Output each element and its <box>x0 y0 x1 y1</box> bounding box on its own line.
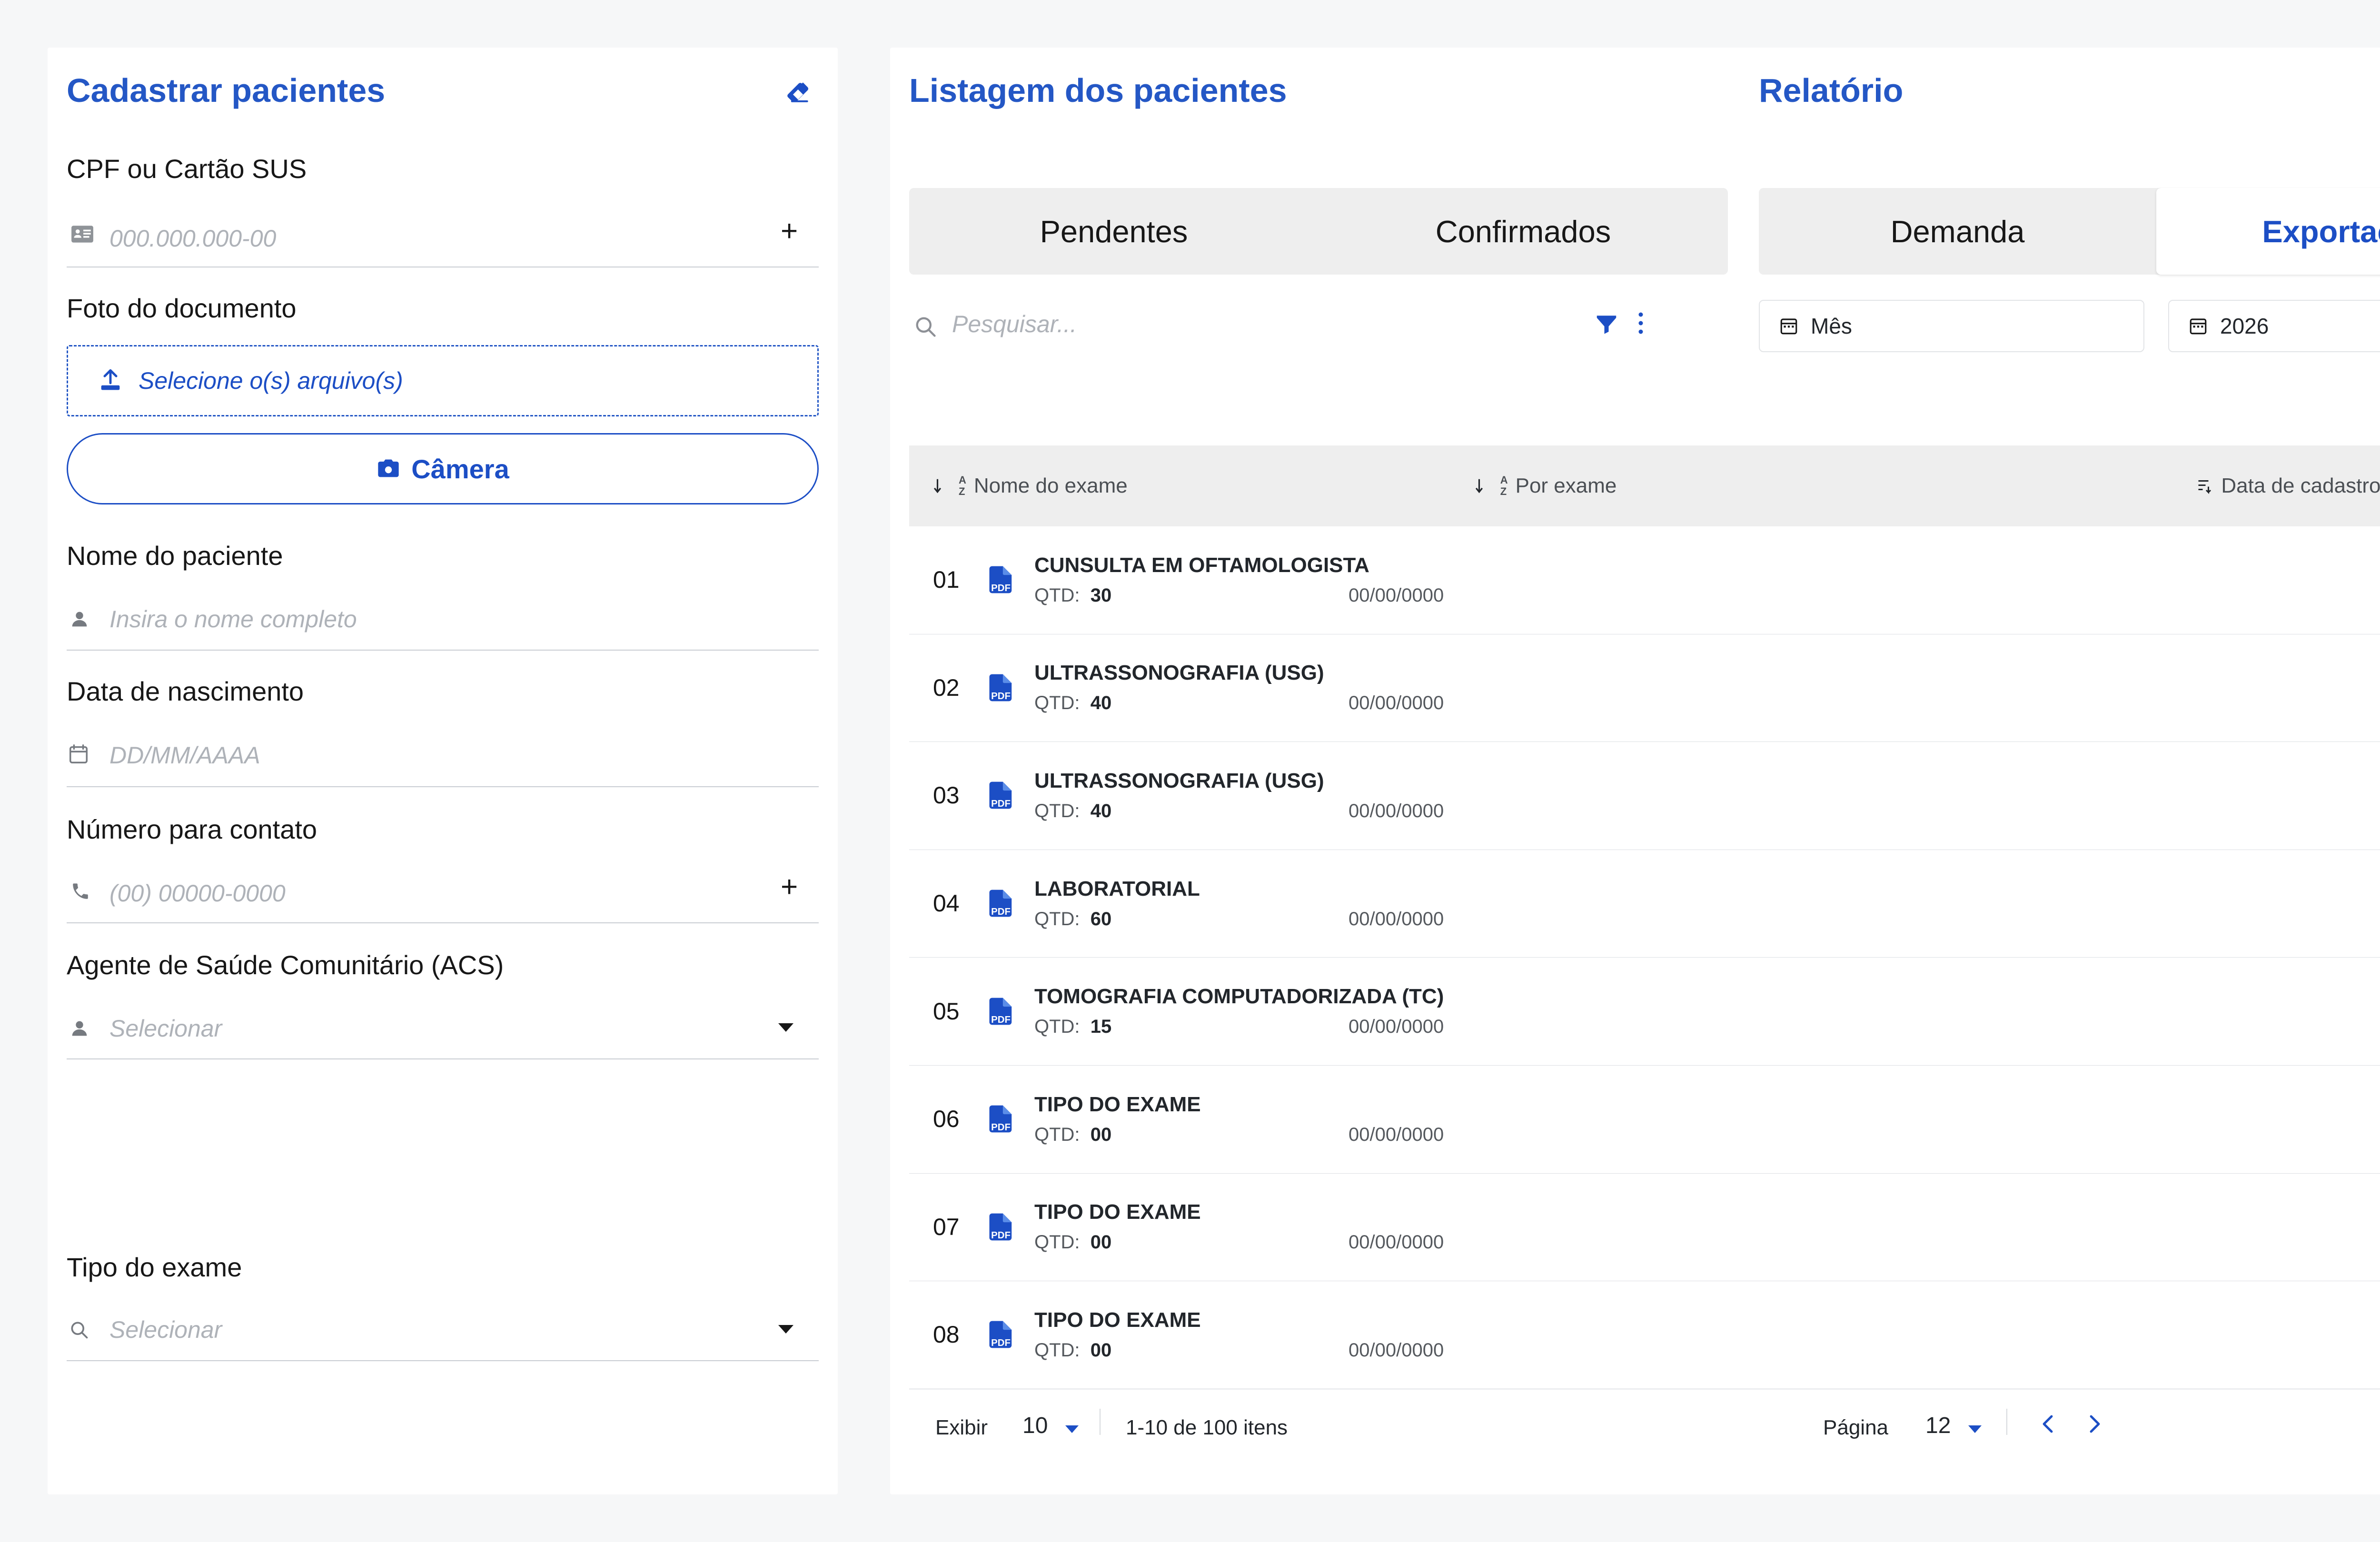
svg-text:PDF: PDF <box>991 1015 1011 1025</box>
svg-text:PDF: PDF <box>991 583 1011 593</box>
svg-text:PDF: PDF <box>991 1338 1011 1349</box>
svg-text:PDF: PDF <box>991 1230 1011 1241</box>
svg-text:PDF: PDF <box>991 907 1011 917</box>
svg-text:PDF: PDF <box>991 691 1011 702</box>
svg-text:PDF: PDF <box>991 799 1011 810</box>
svg-text:PDF: PDF <box>991 1122 1011 1133</box>
